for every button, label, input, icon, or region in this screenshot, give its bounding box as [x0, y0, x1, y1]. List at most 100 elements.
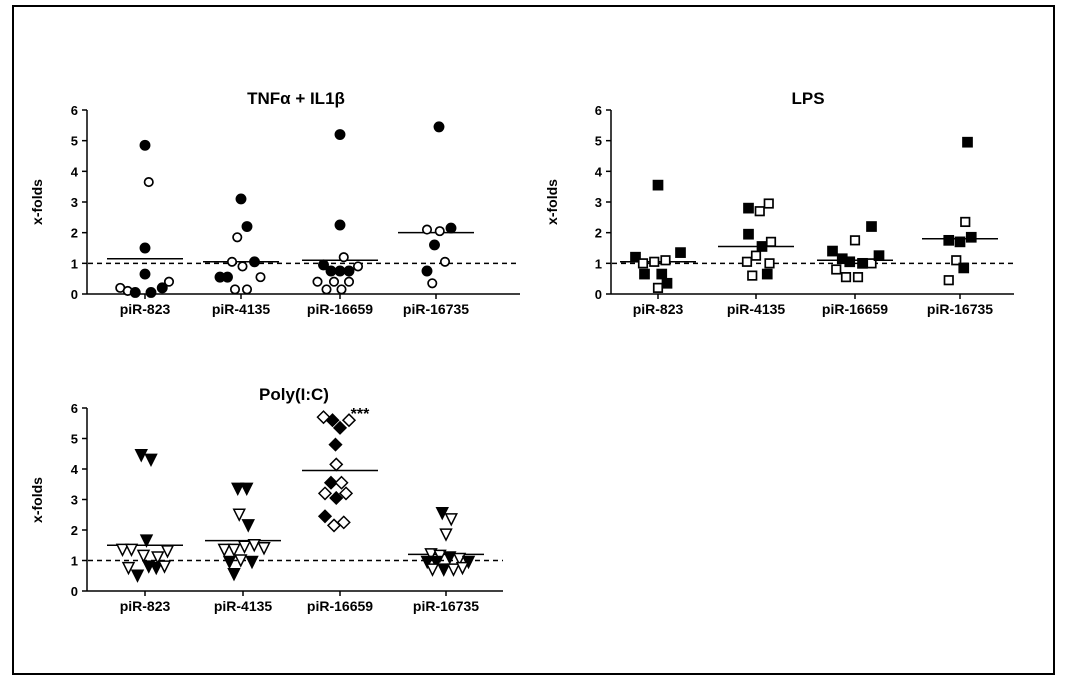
data-point	[429, 555, 443, 570]
y-tick-label: 3	[71, 493, 78, 508]
data-point	[139, 534, 154, 548]
data-point	[433, 121, 445, 133]
data-point	[237, 261, 248, 272]
data-point	[222, 271, 233, 283]
data-point	[427, 278, 438, 289]
data-point	[139, 139, 151, 151]
data-point	[139, 242, 151, 254]
data-point	[257, 542, 271, 556]
data-point	[439, 528, 453, 542]
data-point	[656, 268, 668, 280]
y-tick-label: 2	[71, 523, 78, 538]
data-point	[235, 193, 247, 205]
data-point	[675, 247, 686, 258]
data-point	[341, 413, 357, 428]
y-tick-label: 4	[595, 164, 603, 179]
data-point	[637, 258, 649, 269]
data-point	[446, 563, 461, 577]
data-point	[630, 251, 641, 263]
y-tick-label: 5	[71, 432, 78, 447]
data-point	[318, 259, 329, 271]
data-point	[343, 276, 355, 287]
data-point	[241, 221, 253, 232]
data-point	[160, 545, 175, 559]
data-point	[240, 482, 254, 497]
x-tick-label: piR-16735	[413, 598, 479, 614]
data-point	[866, 221, 877, 232]
figure-border	[12, 5, 1055, 675]
data-point	[954, 236, 966, 248]
y-tick-label: 5	[71, 134, 78, 149]
data-point	[831, 264, 842, 275]
data-point	[741, 256, 753, 267]
x-tick-label: piR-16659	[307, 598, 373, 614]
data-point	[312, 276, 323, 287]
data-point	[115, 543, 130, 558]
data-point	[227, 567, 241, 582]
data-point	[661, 277, 673, 289]
data-point	[439, 256, 451, 267]
data-point	[434, 226, 445, 237]
data-point	[241, 284, 253, 295]
panel-3: Poly(I:C) x-folds 0 1 2 3 4 5 6 piR-823 piR-4135 pi…	[29, 385, 503, 614]
y-tick-label: 0	[595, 287, 602, 302]
data-point	[222, 555, 237, 570]
data-point	[334, 265, 346, 277]
y-axis-label: x-folds	[544, 179, 560, 225]
y-tick-label: 6	[595, 103, 602, 118]
data-point	[136, 549, 151, 564]
data-point	[455, 561, 470, 576]
data-point	[121, 561, 136, 576]
y-axis-label: x-folds	[29, 179, 45, 225]
data-point	[743, 202, 754, 214]
y-tick-label: 3	[71, 195, 78, 210]
data-point	[857, 257, 868, 269]
data-point	[217, 543, 231, 558]
data-point	[958, 262, 970, 274]
panel-1: TNFα + IL1β x-folds 0 1 2 3 4 5 6 piR-823 piR-4135…	[29, 89, 520, 317]
data-point	[443, 551, 457, 565]
data-point	[336, 515, 351, 530]
data-point	[234, 554, 248, 568]
data-point	[660, 255, 671, 266]
data-point	[444, 513, 458, 527]
data-point	[849, 235, 861, 246]
data-point	[321, 284, 332, 295]
data-point	[421, 265, 433, 277]
chart-title: TNFα + IL1β	[247, 89, 345, 108]
y-tick-label: 6	[71, 103, 78, 118]
data-point	[420, 555, 434, 570]
data-point	[247, 539, 261, 553]
y-tick-label: 1	[595, 256, 602, 271]
data-point	[873, 250, 885, 262]
data-point	[421, 224, 433, 235]
x-tick-label: piR-16659	[822, 301, 888, 317]
data-point	[156, 282, 168, 294]
data-point	[334, 475, 349, 490]
data-point	[329, 457, 344, 472]
data-point	[129, 287, 141, 298]
chart-title: Poly(I:C)	[259, 385, 329, 404]
data-point	[255, 272, 266, 283]
data-point	[139, 268, 151, 280]
data-point	[951, 255, 962, 266]
data-point	[124, 543, 139, 558]
data-point	[328, 276, 340, 287]
data-point	[130, 569, 145, 583]
data-point	[425, 563, 440, 577]
data-point	[639, 268, 650, 280]
x-tick-label: piR-16659	[307, 301, 373, 317]
data-point	[352, 261, 364, 272]
data-point	[325, 413, 340, 428]
data-point	[134, 449, 148, 463]
x-tick-label: piR-4135	[214, 598, 273, 614]
data-point	[328, 437, 343, 452]
data-point	[754, 206, 765, 217]
data-point	[852, 272, 864, 283]
y-tick-label: 2	[595, 226, 602, 241]
chart-title: LPS	[791, 89, 824, 108]
data-point	[317, 509, 333, 524]
y-tick-label: 4	[71, 462, 79, 477]
data-point	[866, 258, 877, 269]
